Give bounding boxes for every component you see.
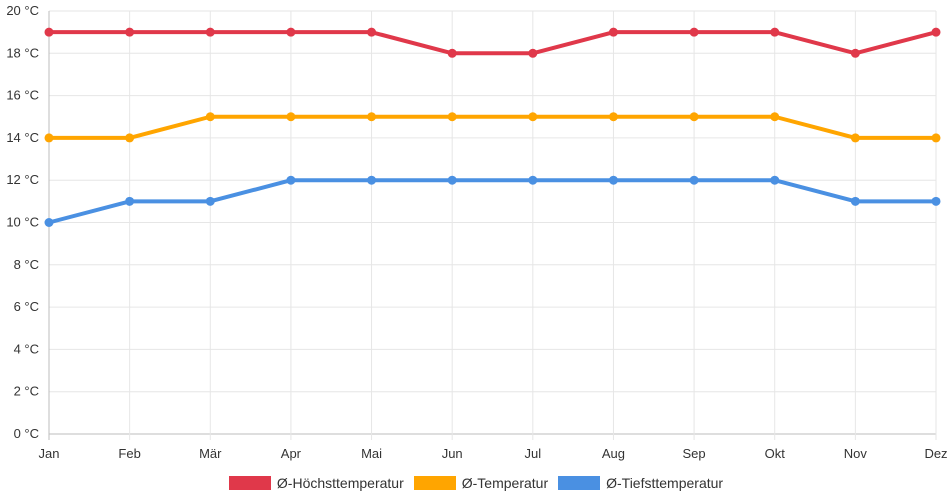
x-axis-ticks: Jan Feb Mär Apr Mai Jun Jul Aug Sep Okt Nov Dez [39, 446, 948, 461]
x-tick-label: Aug [602, 446, 625, 461]
y-tick-label: 4 °C [14, 341, 39, 356]
data-point[interactable] [447, 112, 457, 122]
data-point[interactable] [125, 133, 135, 143]
data-point[interactable] [608, 112, 618, 122]
series-line-1 [47, 114, 938, 140]
y-tick-label: 8 °C [14, 257, 39, 272]
data-point[interactable] [850, 133, 860, 143]
x-tick-label: Okt [765, 446, 786, 461]
y-axis-ticks: 0 °C 2 °C 4 °C 6 °C 8 °C 10 °C 12 °C 14 °C 16 °C… [6, 3, 39, 441]
data-point[interactable] [770, 27, 780, 37]
y-tick-label: 2 °C [14, 384, 39, 399]
y-tick-label: 6 °C [14, 299, 39, 314]
data-point[interactable] [770, 112, 780, 122]
x-tick-label: Mai [361, 446, 382, 461]
data-point[interactable] [44, 133, 54, 143]
legend-label: Ø-Höchsttemperatur [276, 475, 404, 491]
series-line-2 [47, 178, 938, 225]
legend-item[interactable]: Ø-Tiefsttemperatur [558, 475, 723, 491]
chart-series [44, 27, 941, 227]
data-point[interactable] [44, 27, 54, 37]
data-point[interactable] [44, 218, 54, 227]
legend-item[interactable]: Ø-Höchsttemperatur [228, 475, 404, 491]
data-point[interactable] [528, 175, 538, 185]
data-point[interactable] [286, 27, 296, 37]
legend-label: Ø-Tiefsttemperatur [606, 475, 724, 491]
x-tick-label: Sep [683, 446, 706, 461]
y-tick-label: 18 °C [6, 45, 39, 60]
data-point[interactable] [205, 196, 215, 206]
x-tick-label: Nov [844, 446, 868, 461]
data-point[interactable] [931, 27, 941, 37]
data-point[interactable] [689, 27, 699, 37]
data-point[interactable] [528, 48, 538, 58]
y-tick-label: 0 °C [14, 426, 39, 441]
chart-grid [48, 10, 937, 440]
legend-item[interactable]: Ø-Temperatur [413, 475, 549, 491]
temperature-line-chart: 0 °C 2 °C 4 °C 6 °C 8 °C 10 °C 12 °C 14 °C 16 °C… [6, 3, 948, 461]
x-tick-label: Jan [39, 446, 60, 461]
data-point[interactable] [447, 175, 457, 185]
data-point[interactable] [850, 48, 860, 58]
legend-swatch [228, 476, 271, 490]
data-point[interactable] [367, 112, 377, 122]
data-point[interactable] [608, 175, 618, 185]
y-tick-label: 16 °C [6, 88, 39, 103]
legend-swatch [413, 476, 456, 490]
x-tick-label: Apr [281, 446, 302, 461]
data-point[interactable] [125, 196, 135, 206]
data-point[interactable] [447, 48, 457, 58]
x-tick-label: Jul [525, 446, 542, 461]
x-tick-label: Feb [118, 446, 140, 461]
data-point[interactable] [286, 112, 296, 122]
y-tick-label: 10 °C [6, 215, 39, 230]
data-point[interactable] [205, 27, 215, 37]
legend-label: Ø-Temperatur [461, 475, 549, 491]
data-point[interactable] [689, 112, 699, 122]
data-point[interactable] [125, 27, 135, 37]
y-tick-label: 12 °C [6, 172, 39, 187]
y-tick-label: 14 °C [6, 130, 39, 145]
data-point[interactable] [931, 196, 941, 206]
data-point[interactable] [528, 112, 538, 122]
data-point[interactable] [770, 175, 780, 185]
x-tick-label: Mär [199, 446, 222, 461]
data-point[interactable] [689, 175, 699, 185]
x-tick-label: Dez [924, 446, 947, 461]
data-point[interactable] [367, 27, 377, 37]
series-line-0 [47, 30, 938, 56]
data-point[interactable] [286, 175, 296, 185]
y-tick-label: 20 °C [6, 3, 39, 18]
x-tick-label: Jun [442, 446, 463, 461]
data-point[interactable] [850, 196, 860, 206]
chart-legend: Ø-Höchsttemperatur Ø-Temperatur Ø-Tiefstte… [0, 472, 952, 494]
data-point[interactable] [608, 27, 618, 37]
data-point[interactable] [367, 175, 377, 185]
data-point[interactable] [931, 133, 941, 143]
data-point[interactable] [205, 112, 215, 122]
legend-swatch [558, 476, 601, 490]
